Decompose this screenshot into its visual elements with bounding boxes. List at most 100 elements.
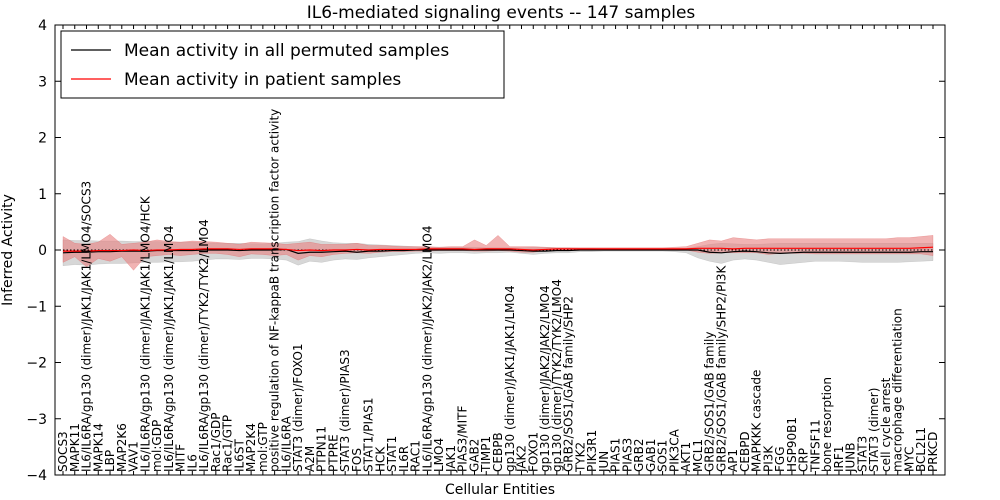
x-tick-label: cell cycle arrest xyxy=(879,377,893,472)
x-tick-label: STAT1 xyxy=(385,436,399,472)
x-tick-label: JAK2 xyxy=(515,445,529,473)
x-tick-label: CEBPD xyxy=(738,431,752,472)
x-tick-label: PIAS1 xyxy=(609,438,623,472)
x-tick-label: LBP xyxy=(103,450,117,472)
x-axis xyxy=(62,25,934,475)
x-tick-label: JUN xyxy=(597,451,611,473)
x-tick-label: Rac1/GTP xyxy=(221,415,235,472)
x-tick-label: STAT1/PIAS1 xyxy=(362,397,376,472)
x-tick-label: PTPN11 xyxy=(315,426,329,472)
x-tick-label: TNFSF11 xyxy=(808,419,822,473)
legend-patient-label: Mean activity in patient samples xyxy=(124,70,401,90)
x-tick-label: BCL2L1 xyxy=(914,427,928,472)
x-tick-label: MITF xyxy=(174,444,188,472)
x-tick-label: GRB2 xyxy=(632,438,646,472)
x-tick-label: LMO4 xyxy=(432,438,446,472)
x-tick-label: GRB2/SOS1/GAB family xyxy=(703,332,717,473)
x-tick-label: MAPK14 xyxy=(91,423,105,472)
y-axis-title: Inferred Activity xyxy=(0,194,16,306)
x-tick-label: bone resorption xyxy=(820,377,834,472)
x-tick-label: PTPRE xyxy=(326,434,340,472)
x-tick-label: PIAS3 xyxy=(620,438,634,472)
permuted-mean-line xyxy=(62,248,933,254)
x-tick-label: SOS1 xyxy=(656,440,670,472)
x-tick-label: HCK xyxy=(373,446,387,472)
x-tick-label: gp130 (dimer)/JAK1/JAK1/LMO4 xyxy=(503,285,517,472)
y-tick-label: −2 xyxy=(26,356,47,372)
y-tick-label: −4 xyxy=(26,468,47,484)
x-tick-label: GAB2 xyxy=(467,439,481,472)
y-tick-label: 2 xyxy=(38,131,47,147)
x-tick-label: mol:GDP xyxy=(150,420,164,472)
x-tick-label: macrophage differentiation xyxy=(891,308,905,472)
patient-band xyxy=(62,233,934,271)
x-tick-label: mol:GTP xyxy=(256,422,270,472)
x-tick-label: gp130 (dimer)/JAK2/JAK2/LMO4 xyxy=(538,285,552,472)
x-tick-label: STAT3 (dimer)/FOXO1 xyxy=(291,343,305,472)
y-axis: −4 −3 −2 −1 0 1 2 3 4 xyxy=(26,18,945,484)
x-tick-label: positive regulation of NF-kappaB transcr… xyxy=(268,109,282,472)
x-tick-label: STAT3 (dimer) xyxy=(867,388,881,472)
y-tick-label: −3 xyxy=(26,412,47,428)
x-tick-label: FOXO1 xyxy=(526,432,540,472)
x-tick-label: IL6/IL6RA/gp130 (dimer)/JAK1/JAK1/LMO4/S… xyxy=(80,181,94,472)
x-tick-label: VAV1 xyxy=(127,441,141,472)
x-tick-label: MCL1 xyxy=(691,439,705,472)
x-tick-label: Rac1/GDP xyxy=(209,413,223,472)
x-tick-label: JAK1 xyxy=(444,445,458,473)
x-tick-label: TIMP1 xyxy=(479,436,493,473)
x-tick-label: TYK2 xyxy=(573,442,587,473)
x-tick-label: GRB2/SOS1/GAB family/SHP2 xyxy=(562,296,576,472)
legend-box xyxy=(60,30,505,99)
legend: Mean activity in all permuted samples Me… xyxy=(60,30,505,99)
y-tick-label: 4 xyxy=(38,18,47,34)
y-tick-label: 0 xyxy=(38,243,47,259)
patient-mean-line xyxy=(63,246,934,252)
x-tick-label: MAPK11 xyxy=(68,423,82,472)
x-tick-label: GRB2/SOS1/GAB family/SHP2/PI3K xyxy=(714,264,728,472)
x-tick-label: A2M xyxy=(303,446,317,472)
x-tick-label: AKT1 xyxy=(679,442,693,472)
x-tick-label: IL6/IL6RA xyxy=(279,415,293,472)
x-tick-label: CRP xyxy=(797,448,811,472)
x-tick-label: STAT3 (dimer)/PIAS3 xyxy=(338,349,352,472)
x-tick-label: MAPKKK cascade xyxy=(750,370,764,472)
x-tick-label: IL6/IL6RA/gp130 (dimer)/JAK1/JAK1/LMO4 xyxy=(162,226,176,472)
y-tick-label: −1 xyxy=(26,299,47,315)
x-tick-label: IL6/IL6RA/gp130 (dimer)/TYK2/TYK2/LMO4 xyxy=(197,219,211,472)
x-tick-label: SOCS3 xyxy=(56,431,70,472)
x-tick-label: PRKCD xyxy=(926,432,940,472)
x-tick-label: MAP2K6 xyxy=(115,423,129,472)
x-tick-label: FGG xyxy=(773,447,787,473)
x-tick-label: IRF1 xyxy=(832,446,846,472)
y-tick-label: 3 xyxy=(38,74,47,90)
x-tick-label: JUNB xyxy=(844,442,858,473)
x-tick-label: HSP90B1 xyxy=(785,417,799,472)
series-lines xyxy=(62,246,934,254)
x-tick-label: gp130 (dimer)/TYK2/TYK2/LMO4 xyxy=(550,279,564,472)
x-tick-label: IL6R xyxy=(397,446,411,472)
x-tick-label: RAC1 xyxy=(409,440,423,472)
x-tick-label: CEBPB xyxy=(491,432,505,472)
x-tick-label: PI3K xyxy=(761,445,775,472)
x-tick-label: PIK3R1 xyxy=(585,430,599,472)
x-tick-label: PIK3CA xyxy=(667,428,681,472)
x-axis-title: Cellular Entities xyxy=(445,482,555,498)
x-tick-label: MYC xyxy=(902,447,916,472)
x-tick-label: IL6/IL6RA/gp130 (dimer)/JAK1/JAK1/LMO4/H… xyxy=(138,195,152,472)
x-tick-label: IL6/IL6RA/gp130 (dimer)/JAK2/JAK2/LMO4 xyxy=(420,226,434,472)
x-tick-label: PIAS3/MITF xyxy=(456,405,470,472)
x-tick-label: STAT3 xyxy=(855,436,869,472)
x-tick-label: MAP2K4 xyxy=(244,423,258,472)
legend-permuted-label: Mean activity in all permuted samples xyxy=(124,41,449,61)
y-tick-label: 1 xyxy=(38,187,47,203)
x-tick-label: IL6 xyxy=(185,454,199,472)
confidence-bands xyxy=(62,233,934,271)
x-tick-label: AP1 xyxy=(726,449,740,472)
x-tick-label: GAB1 xyxy=(644,439,658,472)
x-tick-label: IL6ST xyxy=(232,439,246,472)
chart-title: IL6-mediated signaling events -- 147 sam… xyxy=(307,3,696,23)
x-tick-label: FOS xyxy=(350,448,364,472)
